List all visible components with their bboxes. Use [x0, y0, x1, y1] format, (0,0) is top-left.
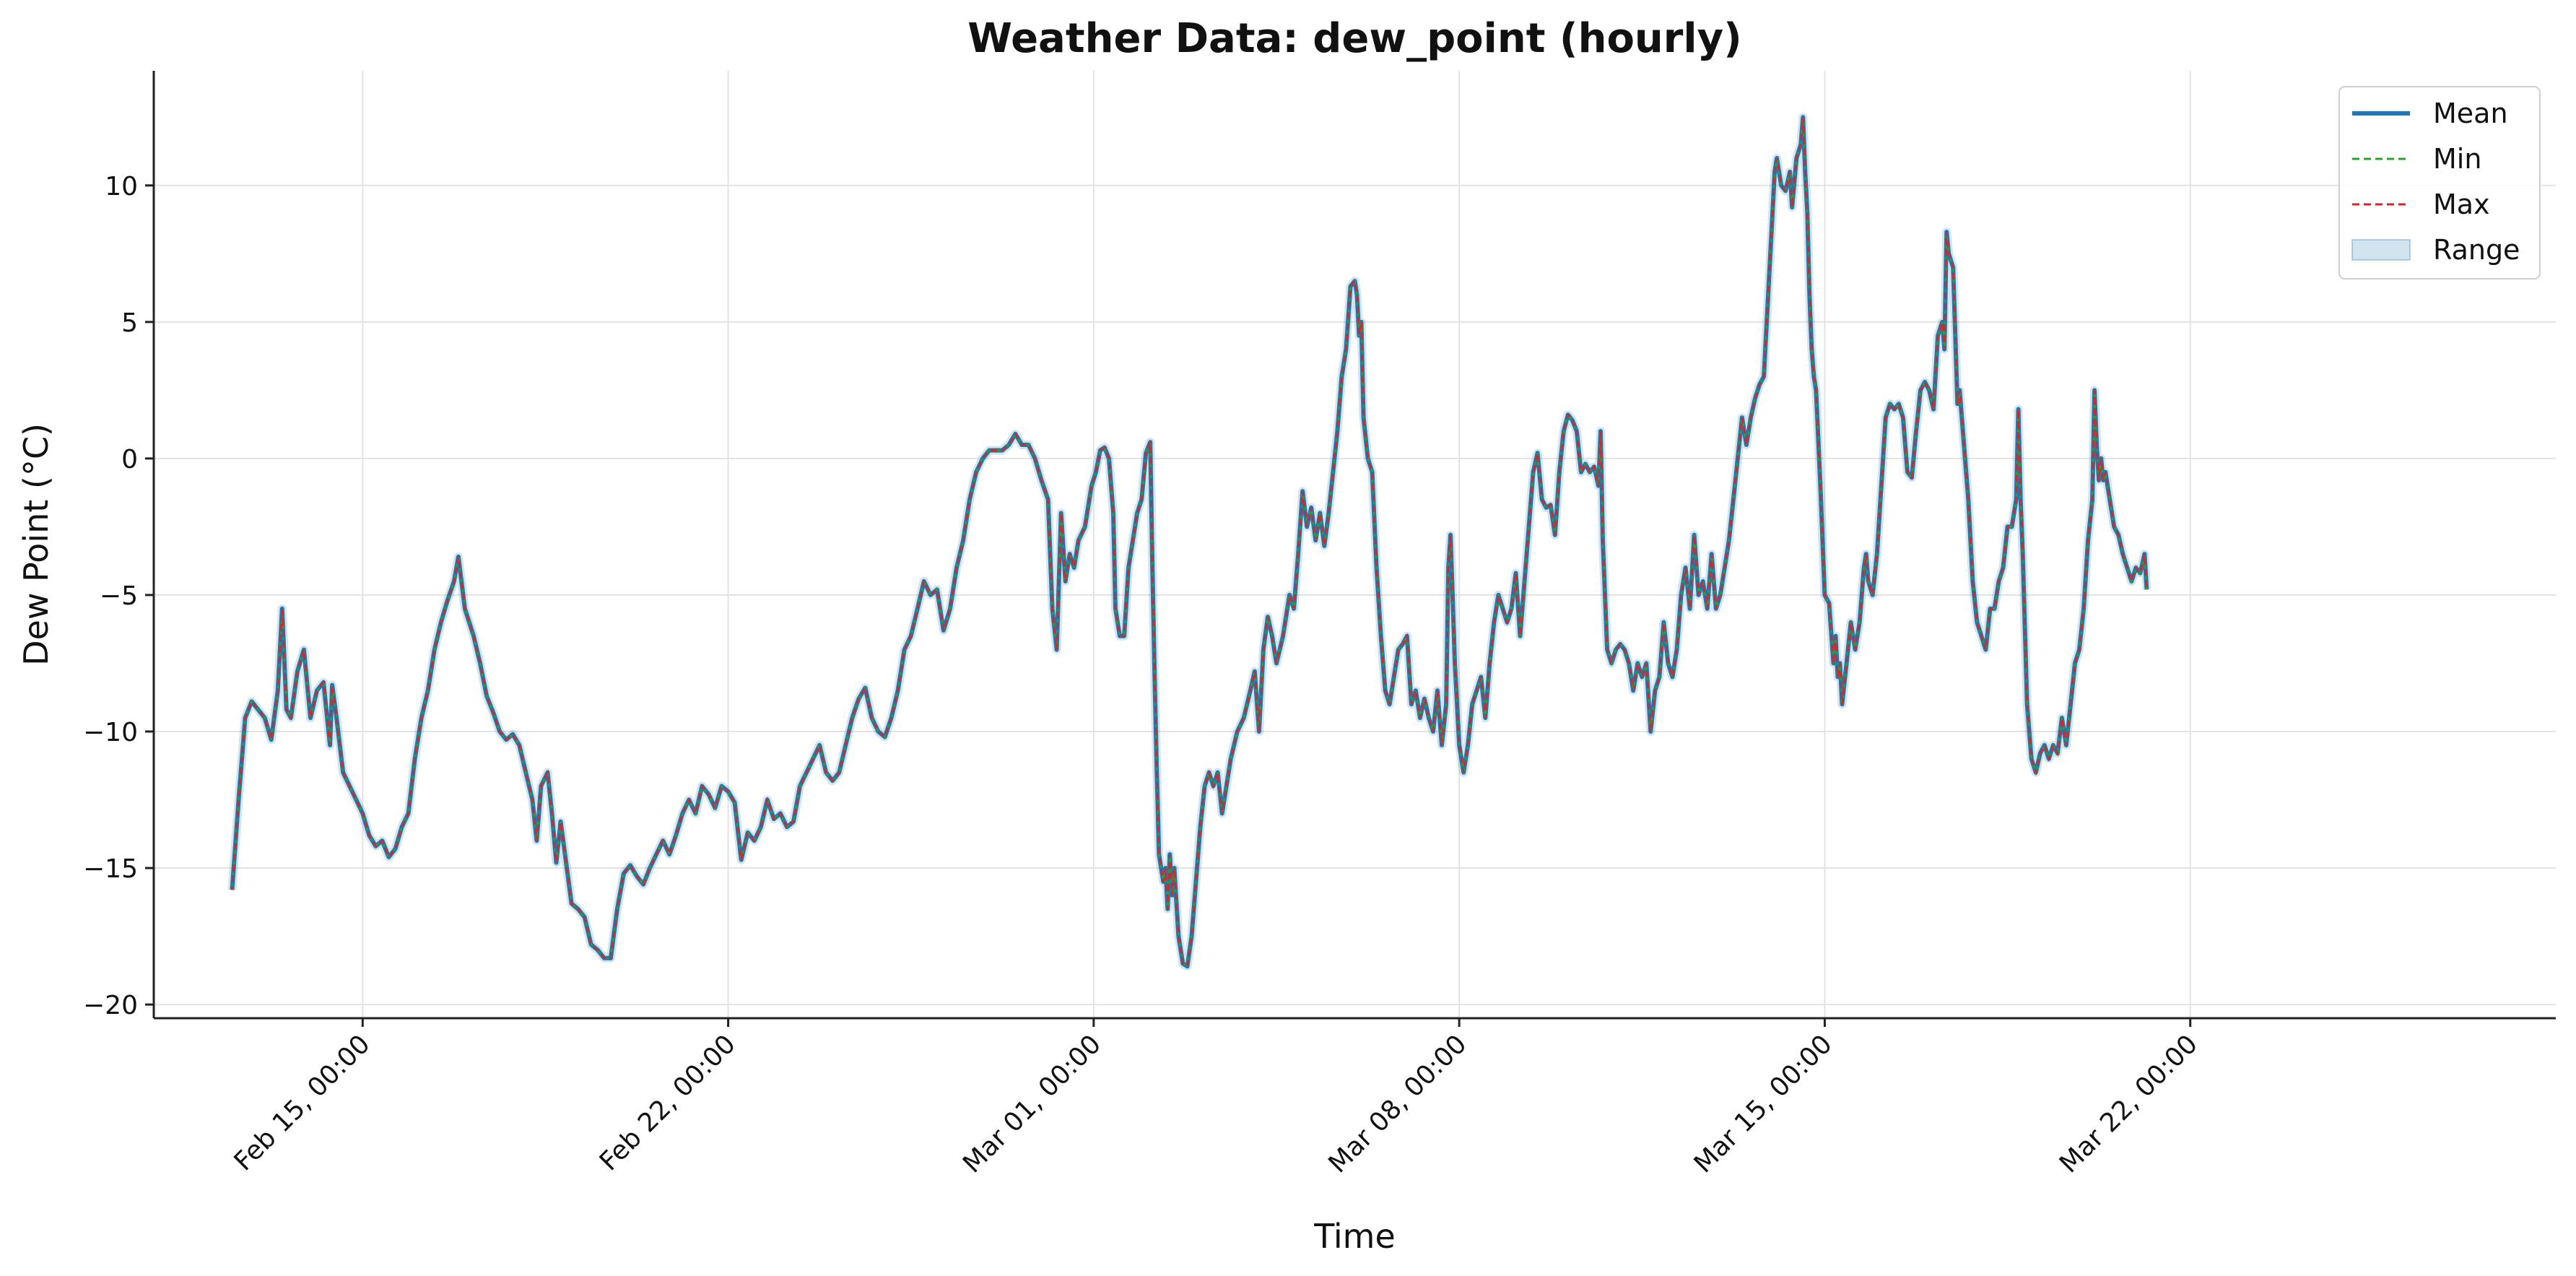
ticks: −20 −15 −10 −5 0 5 10 Feb 15, 00:00 Feb 22, 00:0…: [83, 172, 2203, 1179]
x-tick-label: Feb 15, 00:00: [229, 1029, 376, 1176]
y-tick-label: −5: [100, 581, 138, 611]
x-tick-label: Feb 22, 00:00: [594, 1029, 741, 1176]
y-tick-label: 5: [121, 308, 138, 338]
y-axis-title: Dew Point (°C): [17, 423, 56, 666]
legend-label: Max: [2433, 188, 2490, 220]
min-line: [231, 117, 2148, 968]
x-tick-label: Mar 22, 00:00: [2054, 1029, 2203, 1179]
y-tick-label: 10: [105, 172, 138, 201]
grid: [154, 71, 2556, 1018]
x-tick-label: Mar 01, 00:00: [957, 1029, 1107, 1179]
legend-swatch-range: [2351, 239, 2411, 261]
x-axis-title: Time: [1313, 1217, 1396, 1256]
y-tick-label: 0: [121, 445, 138, 474]
y-tick-label: −20: [83, 991, 138, 1020]
plot-area: [227, 113, 2151, 971]
y-tick-label: −15: [83, 854, 138, 884]
range-band: [227, 113, 2151, 971]
y-tick-label: −10: [83, 718, 138, 747]
chart-title: Weather Data: dew_point (hourly): [967, 15, 1741, 62]
legend-box: [2338, 86, 2541, 279]
legend-label: Range: [2433, 234, 2520, 266]
max-line: [231, 117, 2148, 968]
x-tick-label: Mar 08, 00:00: [1323, 1029, 1472, 1179]
legend-label: Min: [2433, 143, 2481, 175]
legend-label: Mean: [2433, 97, 2508, 129]
mean-line: [230, 115, 2149, 969]
x-tick-label: Mar 15, 00:00: [1689, 1029, 1838, 1179]
legend: Mean Min Max Range: [2338, 86, 2541, 279]
axes: [152, 71, 2556, 1020]
